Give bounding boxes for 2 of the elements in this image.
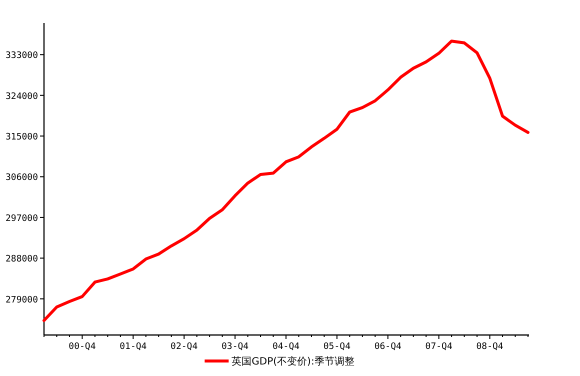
legend: 英国GDP(不变价):季节调整 xyxy=(204,356,354,368)
legend-label: 英国GDP(不变价):季节调整 xyxy=(232,356,354,368)
